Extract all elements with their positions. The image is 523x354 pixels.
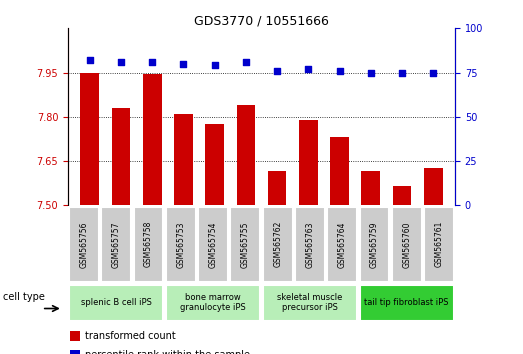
FancyBboxPatch shape	[295, 207, 325, 282]
Text: cell type: cell type	[3, 292, 44, 302]
Bar	[299, 120, 317, 205]
Text: GSM565763: GSM565763	[305, 221, 314, 268]
FancyBboxPatch shape	[69, 207, 99, 282]
Point	[398, 70, 406, 75]
Title: GDS3770 / 10551666: GDS3770 / 10551666	[194, 14, 329, 27]
FancyBboxPatch shape	[166, 207, 196, 282]
FancyBboxPatch shape	[134, 207, 164, 282]
Text: GSM565762: GSM565762	[273, 221, 282, 268]
Point	[273, 68, 281, 74]
Text: tail tip fibroblast iPS: tail tip fibroblast iPS	[365, 298, 449, 307]
Bar	[70, 350, 79, 354]
Point	[210, 63, 219, 68]
Bar	[330, 137, 349, 205]
Bar	[70, 331, 79, 341]
Text: splenic B cell iPS: splenic B cell iPS	[81, 298, 152, 307]
Point	[304, 66, 313, 72]
Point	[86, 57, 94, 63]
Bar	[268, 171, 287, 205]
Point	[148, 59, 156, 65]
Bar	[174, 114, 193, 205]
Bar	[143, 74, 162, 205]
FancyBboxPatch shape	[101, 207, 131, 282]
FancyBboxPatch shape	[359, 285, 454, 321]
FancyBboxPatch shape	[231, 207, 260, 282]
FancyBboxPatch shape	[263, 207, 292, 282]
Text: GSM565753: GSM565753	[176, 221, 185, 268]
Text: transformed count: transformed count	[85, 331, 176, 341]
Bar	[112, 108, 130, 205]
Point	[242, 59, 250, 65]
Text: skeletal muscle
precursor iPS: skeletal muscle precursor iPS	[277, 293, 343, 312]
FancyBboxPatch shape	[69, 285, 164, 321]
Text: bone marrow
granulocyte iPS: bone marrow granulocyte iPS	[180, 293, 246, 312]
FancyBboxPatch shape	[263, 285, 357, 321]
Bar	[424, 169, 442, 205]
Point	[429, 70, 437, 75]
Text: GSM565758: GSM565758	[144, 221, 153, 268]
Point	[117, 59, 125, 65]
Text: GSM565759: GSM565759	[370, 221, 379, 268]
Bar	[361, 171, 380, 205]
Text: GSM565764: GSM565764	[338, 221, 347, 268]
Text: GSM565756: GSM565756	[79, 221, 88, 268]
Text: GSM565757: GSM565757	[112, 221, 121, 268]
Text: percentile rank within the sample: percentile rank within the sample	[85, 349, 251, 354]
Text: GSM565760: GSM565760	[402, 221, 411, 268]
Text: GSM565761: GSM565761	[435, 221, 444, 268]
FancyBboxPatch shape	[424, 207, 454, 282]
Bar	[393, 186, 411, 205]
Point	[367, 70, 375, 75]
FancyBboxPatch shape	[198, 207, 228, 282]
FancyBboxPatch shape	[327, 207, 357, 282]
Text: GSM565754: GSM565754	[209, 221, 218, 268]
Point	[335, 68, 344, 74]
Bar	[236, 105, 255, 205]
Bar	[206, 124, 224, 205]
FancyBboxPatch shape	[392, 207, 422, 282]
Text: GSM565755: GSM565755	[241, 221, 250, 268]
Point	[179, 61, 188, 67]
Bar	[81, 73, 99, 205]
FancyBboxPatch shape	[359, 207, 389, 282]
FancyBboxPatch shape	[166, 285, 260, 321]
